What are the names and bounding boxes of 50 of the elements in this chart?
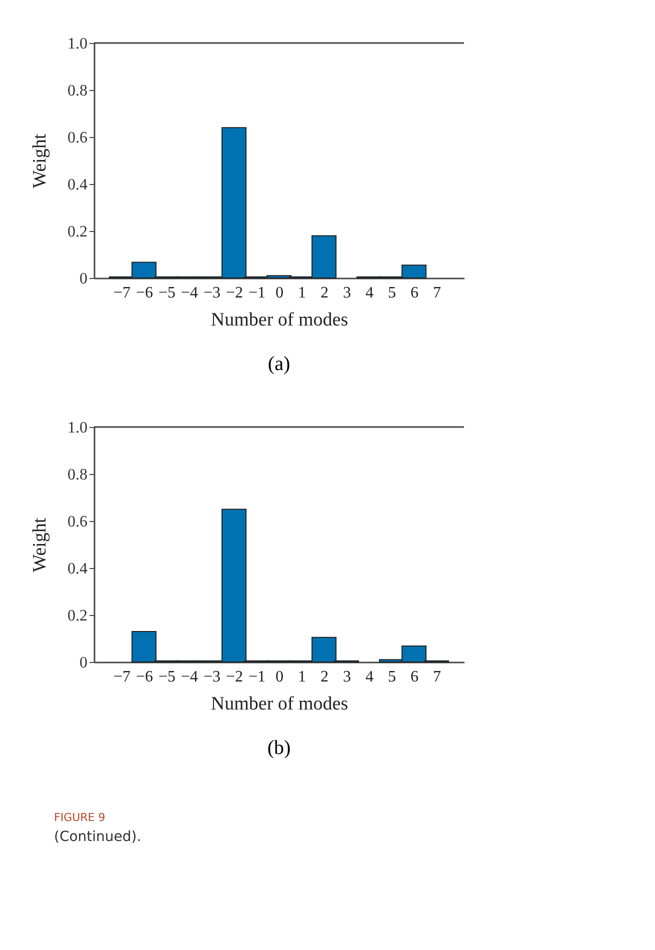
x-tick-label: 1 <box>298 668 306 686</box>
x-tick-label: 7 <box>433 668 441 686</box>
text: (Continued). <box>54 829 142 845</box>
y-tick-label: 0.8 <box>68 466 88 484</box>
x-tick-label: 6 <box>410 668 418 686</box>
x-tick-label: 3 <box>343 284 351 302</box>
y-tick-label: 0.2 <box>68 224 88 240</box>
x-tick-label: 3 <box>343 668 351 686</box>
x-tick-label: −1 <box>248 668 266 686</box>
x-tick-label: 7 <box>433 284 441 302</box>
text: (b) <box>267 737 291 759</box>
x-axis-title: Number of modes <box>210 310 348 330</box>
y-tick-label: 0.6 <box>68 514 88 530</box>
x-tick-label: −7 <box>113 668 131 686</box>
y-tick-label: 0.4 <box>68 560 88 578</box>
x-tick-label: −5 <box>158 668 176 686</box>
y-tick-label: 0.6 <box>68 130 88 146</box>
y-tick-label: 0.8 <box>68 82 88 100</box>
x-axis-title: Number of modes <box>210 694 348 714</box>
y-tick-label: 0 <box>80 270 88 288</box>
text: (a) <box>268 353 290 375</box>
x-tick-label: 0 <box>276 284 284 302</box>
x-tick-label: −5 <box>158 284 176 302</box>
x-tick-label: 4 <box>366 284 374 302</box>
x-tick-label: 1 <box>298 284 306 302</box>
x-tick-label: 4 <box>366 668 374 686</box>
x-tick-label: −4 <box>180 668 198 686</box>
x-tick-label: −6 <box>136 668 154 686</box>
x-tick-label: −7 <box>113 284 131 302</box>
y-tick-label: 0.2 <box>68 608 88 624</box>
x-tick-label: 5 <box>388 284 396 302</box>
x-tick-label: 5 <box>388 668 396 686</box>
y-axis-title: Weight <box>30 133 50 188</box>
x-tick-label: −1 <box>248 284 266 302</box>
y-tick-label: 0 <box>80 654 88 672</box>
caption: FIGURE 9 <box>54 811 106 824</box>
y-tick-label: 1.0 <box>68 36 88 52</box>
x-tick-label: −2 <box>226 668 244 686</box>
x-tick-label: −6 <box>136 284 154 302</box>
x-tick-label: −3 <box>203 668 221 686</box>
y-tick-label: 1.0 <box>68 420 88 436</box>
x-tick-label: −3 <box>203 284 221 302</box>
x-tick-label: 6 <box>410 284 418 302</box>
x-tick-label: −4 <box>180 284 198 302</box>
x-tick-label: 2 <box>320 668 328 686</box>
x-tick-label: 0 <box>276 668 284 686</box>
x-tick-label: −2 <box>226 284 244 302</box>
y-axis-title: Weight <box>30 517 50 572</box>
x-tick-label: 2 <box>320 284 328 302</box>
y-tick-label: 0.4 <box>68 176 88 194</box>
